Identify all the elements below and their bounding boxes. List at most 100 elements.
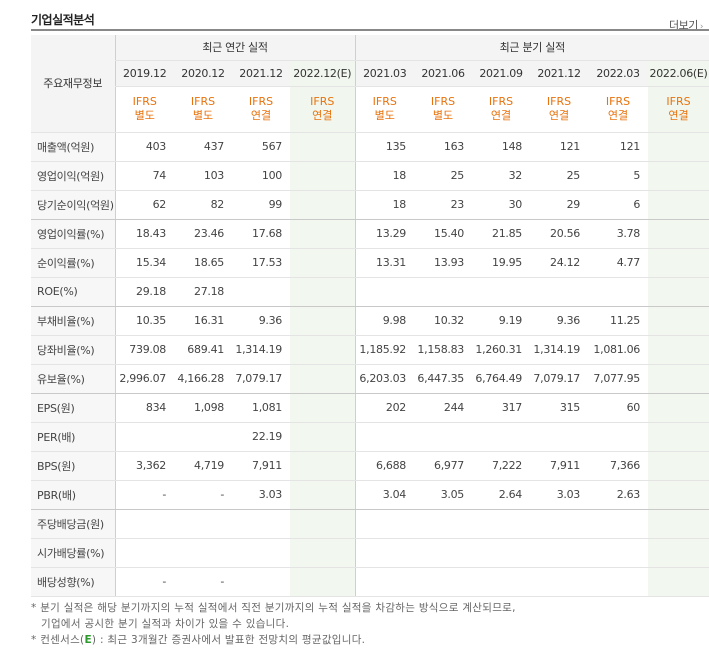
- table-cell: 23.46: [174, 219, 232, 249]
- table-cell: 19.95: [472, 248, 531, 278]
- table-cell: 202: [354, 393, 415, 423]
- ifrs-basis: 연결: [668, 109, 689, 122]
- table-cell: 834: [114, 393, 174, 423]
- table-cell: [648, 306, 709, 336]
- table-cell: 11.25: [588, 306, 649, 336]
- table-cell: 24.12: [530, 248, 589, 278]
- table-cell: [588, 538, 649, 568]
- table-cell: 13.93: [414, 248, 473, 278]
- financial-table: 주요재무정보 최근 연간 실적 최근 분기 실적 2019.12 2020.12 2021…: [31, 35, 709, 597]
- table-cell: [648, 132, 709, 162]
- table-cell: [290, 335, 356, 365]
- table-cell: [648, 161, 709, 191]
- table-cell: [472, 538, 531, 568]
- table-cell: [232, 509, 290, 539]
- table-row: 영업이익률(%) 18.43 23.46 17.68 13.29 15.40 21.85 20…: [31, 219, 709, 249]
- table-cell: 1,185.92: [354, 335, 415, 365]
- table-cell: -: [114, 480, 174, 510]
- table-cell: 739.08: [114, 335, 174, 365]
- row-label: ROE(%): [31, 277, 115, 307]
- label-column-header: 주요재무정보: [31, 35, 115, 133]
- table-row: 부채비율(%) 10.35 16.31 9.36 9.98 10.32 9.19 9.36 11…: [31, 306, 709, 336]
- ifrs-basis-header: IFRS 별도: [174, 86, 232, 133]
- table-cell: [232, 538, 290, 568]
- table-cell: -: [114, 567, 174, 597]
- ifrs-basis-header: IFRS 별도: [354, 86, 415, 133]
- more-link[interactable]: 더보기 ›: [669, 17, 704, 33]
- table-cell: 15.34: [114, 248, 174, 278]
- section-header: 기업실적분석 더보기 ›: [0, 0, 709, 34]
- title-divider: [31, 29, 709, 31]
- table-cell: [114, 422, 174, 452]
- ifrs-basis-header: IFRS 연결: [232, 86, 290, 133]
- period-header: 2020.12: [174, 60, 232, 87]
- table-cell: [414, 277, 473, 307]
- table-row: 영업이익(억원) 74 103 100 18 25 32 25 5: [31, 161, 709, 191]
- table-cell: [174, 422, 232, 452]
- row-label: 부채비율(%): [31, 306, 115, 336]
- ifrs-basis-header: IFRS 연결: [290, 86, 356, 133]
- table-cell: 13.31: [354, 248, 415, 278]
- footnote-quarterly-cont: 기업에서 공시한 분기 실적과 차이가 있을 수 있습니다.: [31, 616, 701, 632]
- table-cell: [290, 422, 356, 452]
- table-cell: 6,688: [354, 451, 415, 481]
- row-label: 매출액(억원): [31, 132, 115, 162]
- ifrs-basis: 별도: [432, 109, 454, 122]
- table-cell: [588, 422, 649, 452]
- period-header-row: 2019.12 2020.12 2021.12 2022.12(E) 2021.03 20…: [31, 60, 709, 87]
- ifrs-basis-header: IFRS 연결: [472, 86, 531, 133]
- table-cell: [290, 248, 356, 278]
- table-cell: [648, 451, 709, 481]
- ifrs-label: IFRS: [546, 95, 572, 108]
- row-label: BPS(원): [31, 451, 115, 481]
- ifrs-label: IFRS: [372, 95, 397, 108]
- table-row: PBR(배) - -3.03 3.04 3.05 2.64 3.03 2.63: [31, 480, 709, 510]
- table-cell: 3.03: [530, 480, 589, 510]
- table-cell: [290, 190, 356, 220]
- table-cell: 6,203.03: [354, 364, 415, 394]
- table-row: BPS(원) 3,362 4,719 7,911 6,688 6,977 7,222 7,91…: [31, 451, 709, 481]
- table-row: 당기순이익(억원) 62 82 99 18 23 30 29 6: [31, 190, 709, 220]
- table-cell: 148: [472, 132, 531, 162]
- table-cell: 7,077.95: [588, 364, 649, 394]
- table-cell: 29.18: [114, 277, 174, 307]
- table-cell: -: [174, 480, 232, 510]
- table-cell: [232, 567, 290, 597]
- table-cell: [290, 480, 356, 510]
- table-cell: 1,081: [232, 393, 290, 423]
- table-cell: [648, 335, 709, 365]
- table-cell: [472, 277, 531, 307]
- table-cell: 7,222: [472, 451, 531, 481]
- footnote-line: ) : 최근 3개월간 증권사에서 발표한 전망치의 평균값입니다.: [91, 634, 366, 646]
- table-row: 당좌비율(%) 739.08 689.41 1,314.19 1,185.92 1,158…: [31, 335, 709, 365]
- period-header: 2021.12: [530, 60, 589, 87]
- table-cell: 23: [414, 190, 473, 220]
- table-cell: 3.03: [232, 480, 290, 510]
- table-cell: [530, 509, 589, 539]
- table-cell: 437: [174, 132, 232, 162]
- table-cell: 25: [530, 161, 589, 191]
- table-cell: [648, 190, 709, 220]
- table-row: 주당배당금(원): [31, 509, 709, 539]
- table-row: 시가배당률(%): [31, 538, 709, 568]
- row-label: EPS(원): [31, 393, 115, 423]
- table-cell: [414, 422, 473, 452]
- more-label: 더보기: [669, 19, 698, 32]
- table-cell: [290, 451, 356, 481]
- table-cell: [354, 538, 415, 568]
- table-cell: [648, 364, 709, 394]
- ifrs-basis-header: IFRS 연결: [648, 86, 709, 133]
- table-cell: 30: [472, 190, 531, 220]
- table-cell: [648, 277, 709, 307]
- table-cell: 6: [588, 190, 649, 220]
- table-cell: 18.43: [114, 219, 174, 249]
- ifrs-basis: 연결: [312, 109, 333, 122]
- table-cell: [588, 509, 649, 539]
- footnote-quarterly: * 분기 실적은 해당 분기까지의 누적 실적에서 직전 분기까지의 누적 실적…: [31, 600, 701, 616]
- table-cell: [414, 509, 473, 539]
- table-row: ROE(%) 29.18 27.18: [31, 277, 709, 307]
- footnote-line: * 컨센서스(: [31, 634, 85, 646]
- footnotes: * 분기 실적은 해당 분기까지의 누적 실적에서 직전 분기까지의 누적 실적…: [31, 600, 701, 648]
- table-row: EPS(원) 834 1,098 1,081 202 244 317 315 60: [31, 393, 709, 423]
- period-header: 2022.12(E): [290, 60, 356, 87]
